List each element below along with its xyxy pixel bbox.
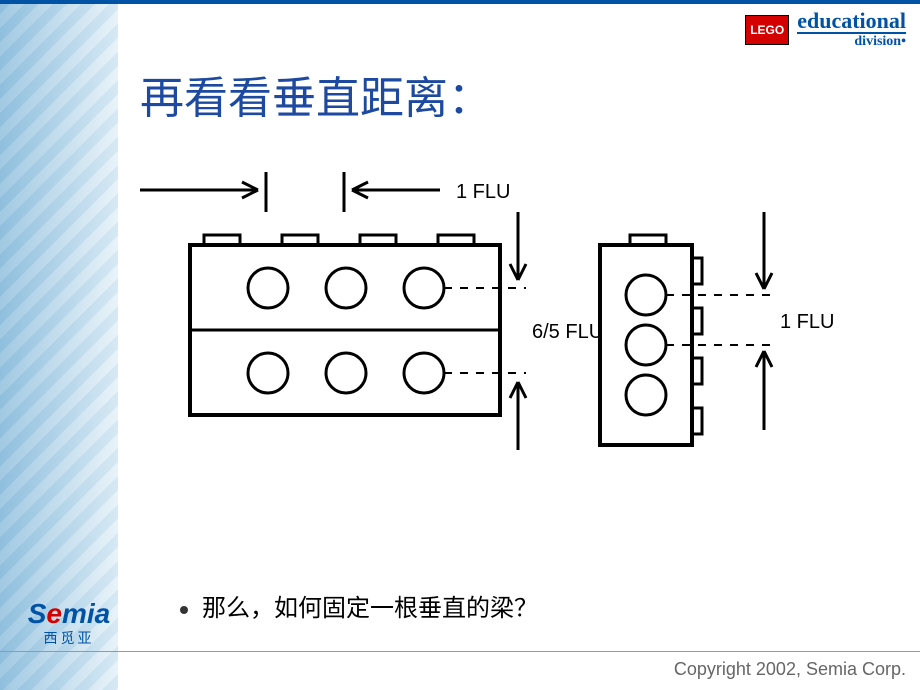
educational-division-text: educational division• (797, 10, 906, 51)
edu-line1: educational (797, 10, 906, 32)
footer-divider (0, 651, 920, 652)
copyright-text: Copyright 2002, Semia Corp. (674, 659, 906, 680)
label-1flu-right: 1 FLU (780, 311, 834, 333)
lego-dimension-diagram: 1 FLU 6/5 FLU (140, 150, 880, 470)
header-logo-block: LEGO educational division• (745, 10, 906, 51)
label-65flu: 6/5 FLU (532, 321, 603, 343)
lego-logo: LEGO (745, 15, 789, 45)
bullet-text: 那么，如何固定一根垂直的梁？ (202, 596, 538, 622)
semia-cn: 西觅亚 (10, 628, 128, 648)
side-stripe-decor (0, 0, 118, 690)
label-1flu-top: 1 FLU (456, 181, 510, 203)
bullet-question: 那么，如何固定一根垂直的梁？ (180, 588, 538, 623)
top-bar-decor (0, 0, 920, 4)
semia-logo: Semia 西觅亚 (10, 601, 128, 648)
bullet-icon (180, 606, 188, 614)
slide-title: 再看看垂直距离： (140, 62, 492, 126)
semia-en: Semia (10, 601, 128, 626)
edu-line2: division• (797, 32, 906, 51)
